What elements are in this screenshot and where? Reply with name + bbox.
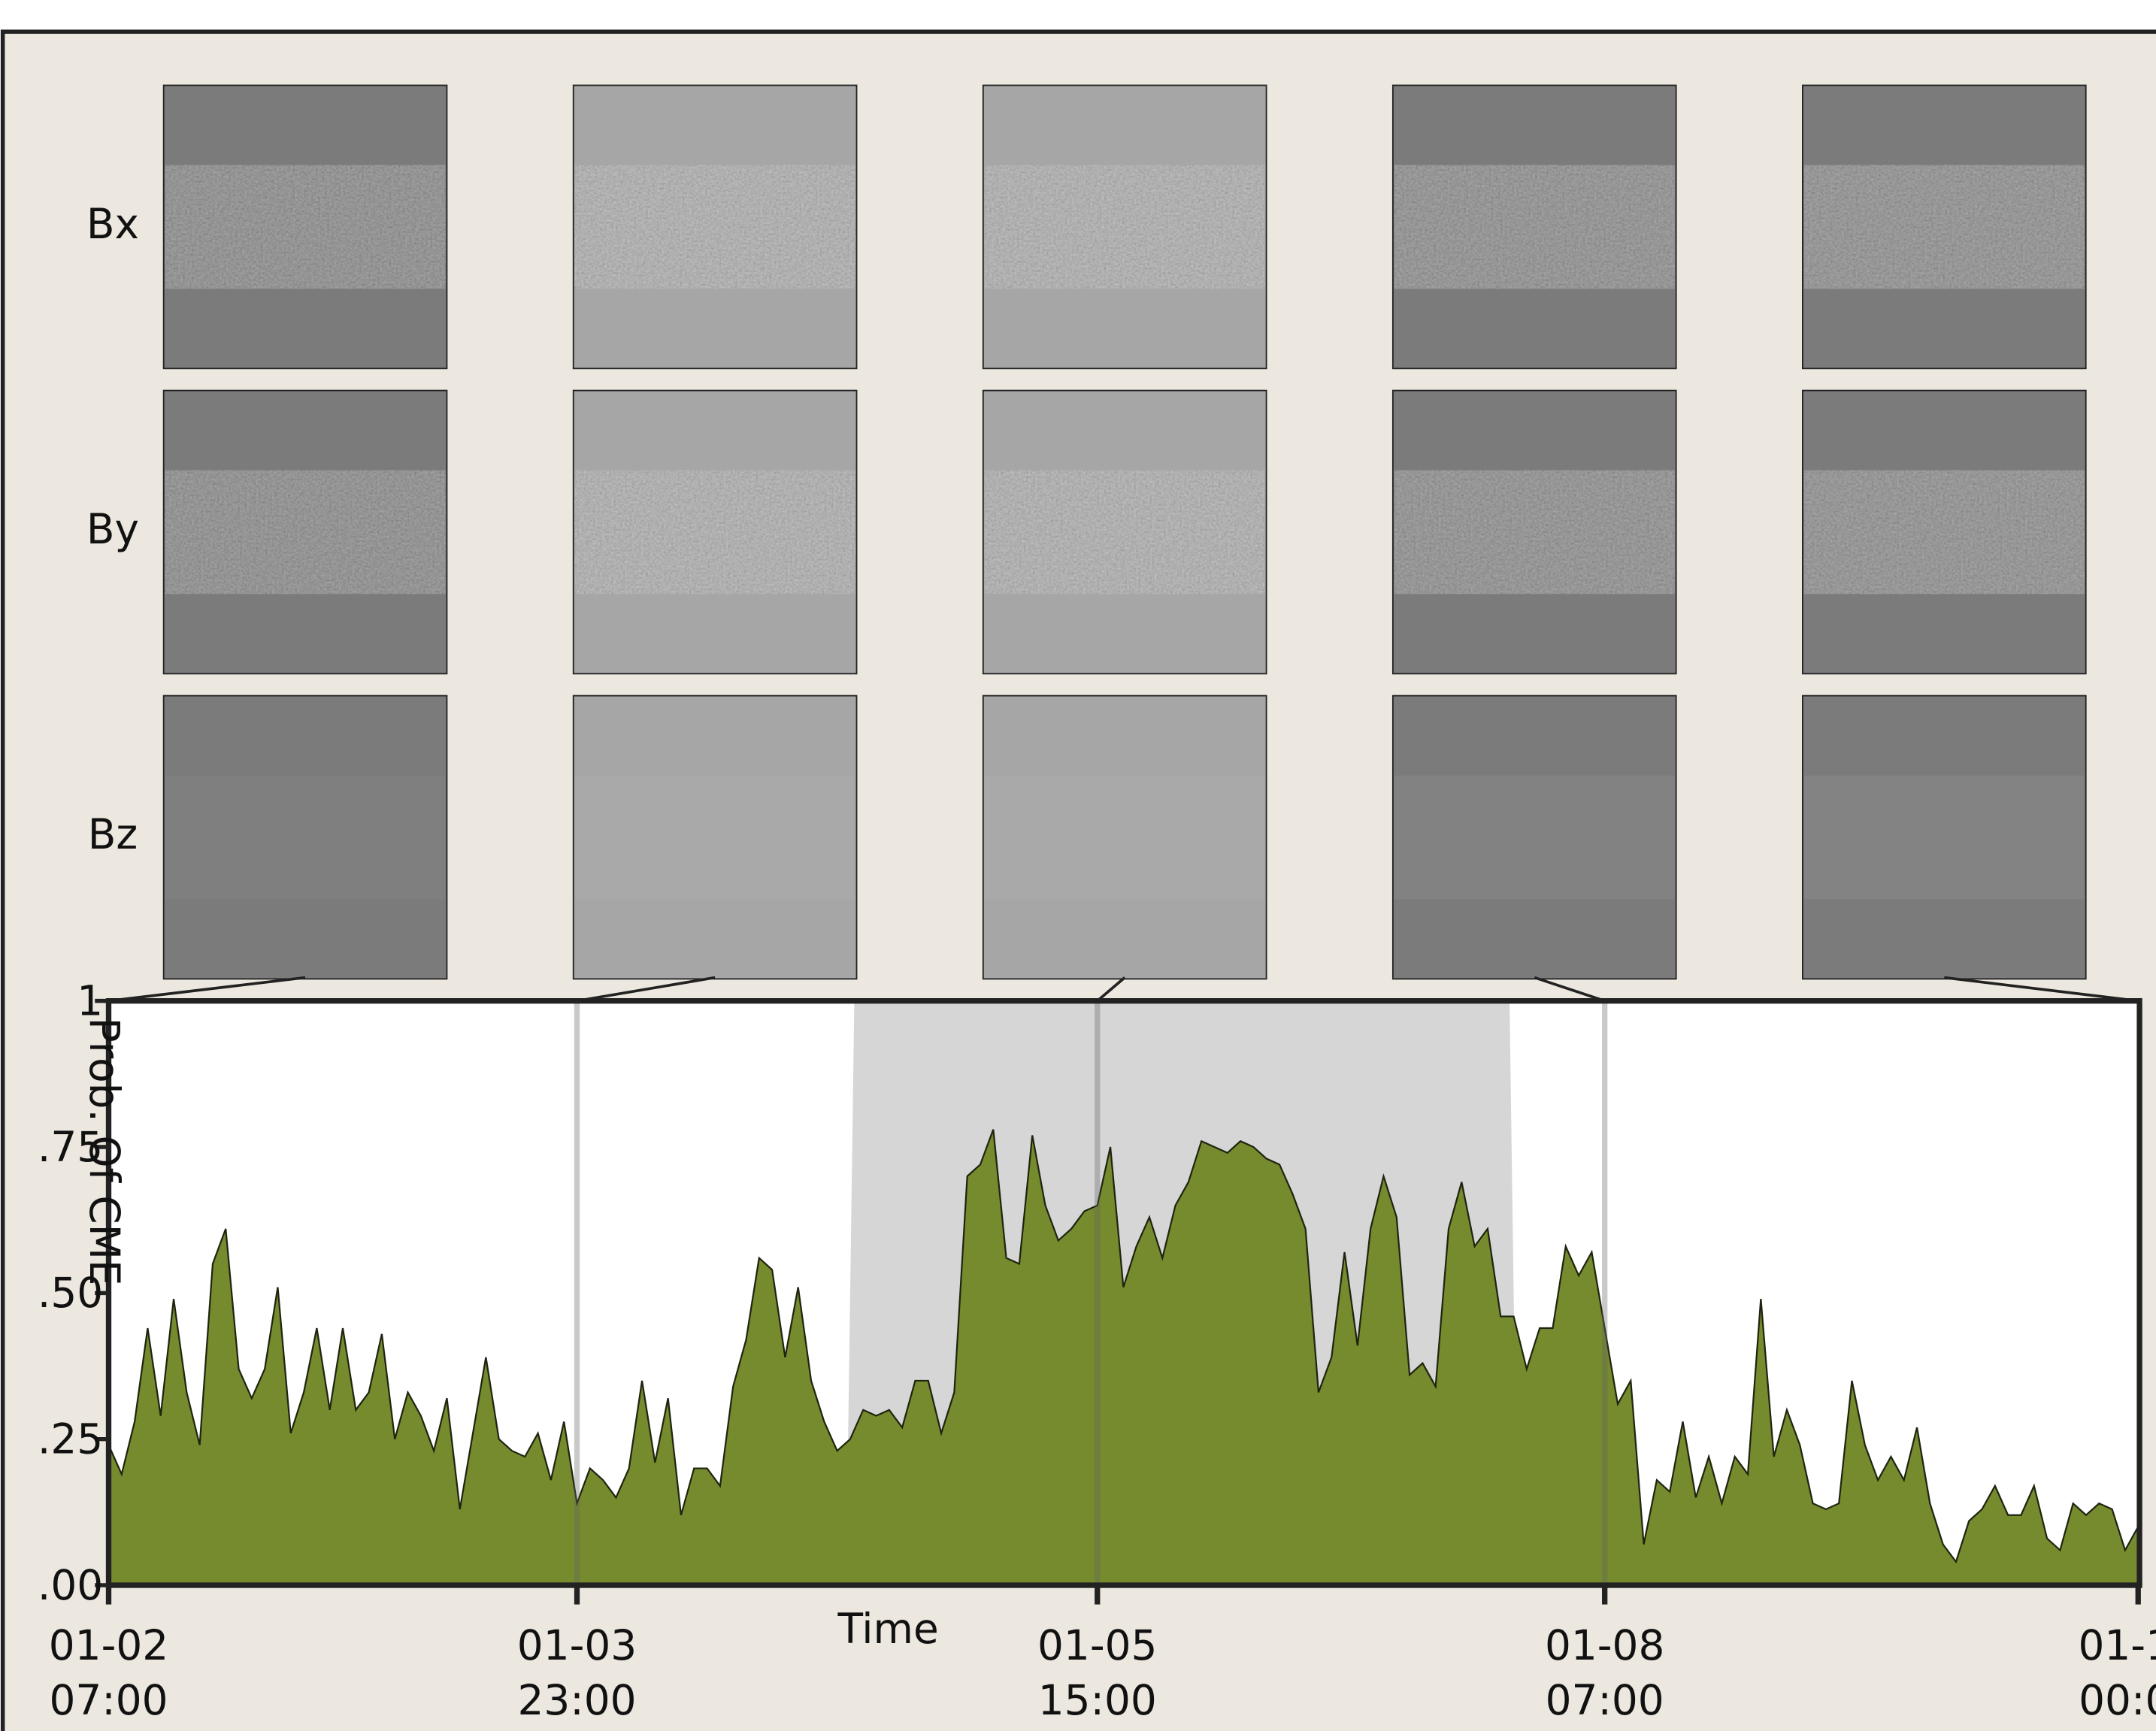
y-tick-label: .00: [38, 1561, 103, 1609]
x-axis-label: Time: [837, 1605, 938, 1653]
y-tick-label: .25: [38, 1415, 103, 1463]
image-noise: [1394, 165, 1675, 289]
row-label: By: [86, 505, 139, 553]
image-band: [985, 776, 1265, 900]
image-band: [1804, 776, 2085, 900]
row-label: Bx: [86, 200, 139, 248]
image-noise: [575, 471, 855, 595]
image-band: [165, 776, 445, 900]
image-band: [1394, 776, 1675, 900]
image-band: [575, 776, 855, 900]
image-noise: [165, 165, 445, 289]
row-label: Bz: [88, 810, 138, 858]
image-noise: [1804, 471, 2085, 595]
image-noise: [1804, 165, 2085, 289]
image-noise: [165, 471, 445, 595]
image-noise: [985, 471, 1265, 595]
page: BxByBz Prob. Of CME Time 01-0207:0001-03…: [0, 0, 2156, 1731]
image-noise: [985, 165, 1265, 289]
y-tick-label: 1: [77, 976, 103, 1024]
image-noise: [1394, 471, 1675, 595]
y-tick-label: .50: [38, 1269, 103, 1317]
figure: BxByBz Prob. Of CME Time 01-0207:0001-03…: [0, 0, 2156, 1731]
y-tick-label: .75: [38, 1123, 103, 1171]
image-noise: [575, 165, 855, 289]
